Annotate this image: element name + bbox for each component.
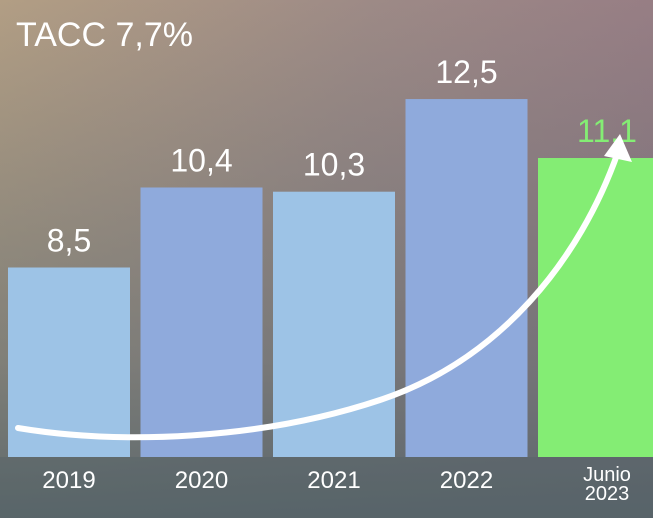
- bar: [140, 187, 263, 457]
- value-label: 10,4: [170, 142, 232, 178]
- chart-title: TACC 7,7%: [16, 16, 193, 54]
- value-label: 11,1: [577, 113, 637, 149]
- value-label: 12,5: [435, 54, 497, 90]
- trend-arrow: [15, 149, 621, 441]
- footer-band: [0, 457, 653, 518]
- x-tick-label: 2021: [307, 467, 361, 494]
- x-tick-label: Junio 2023: [583, 464, 631, 505]
- x-tick-label: 2022: [439, 467, 494, 494]
- bar: [8, 267, 130, 457]
- arrow-head: [604, 134, 632, 162]
- bar: [405, 99, 528, 458]
- value-label: 8,5: [47, 223, 91, 259]
- value-label: 10,3: [303, 147, 365, 183]
- x-tick-label: 2020: [174, 467, 229, 494]
- x-tick-label: 2019: [42, 467, 96, 494]
- bar: [273, 191, 395, 457]
